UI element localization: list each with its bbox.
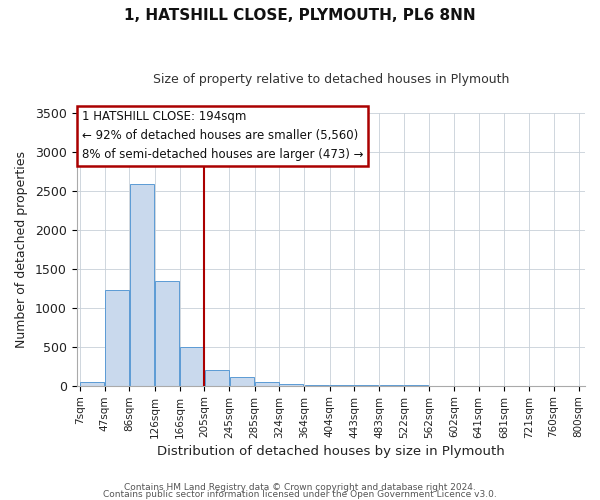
Bar	[205, 370, 229, 386]
Text: 1 HATSHILL CLOSE: 194sqm
← 92% of detached houses are smaller (5,560)
8% of semi: 1 HATSHILL CLOSE: 194sqm ← 92% of detach…	[82, 110, 363, 162]
Bar	[130, 184, 154, 386]
Text: Contains public sector information licensed under the Open Government Licence v3: Contains public sector information licen…	[103, 490, 497, 499]
Y-axis label: Number of detached properties: Number of detached properties	[15, 151, 28, 348]
Bar	[305, 384, 329, 386]
Bar	[80, 382, 104, 386]
Bar	[280, 384, 304, 386]
Bar	[180, 347, 204, 386]
Bar	[255, 382, 279, 386]
Bar	[155, 280, 179, 386]
Text: Contains HM Land Registry data © Crown copyright and database right 2024.: Contains HM Land Registry data © Crown c…	[124, 484, 476, 492]
Bar	[230, 377, 254, 386]
Bar	[105, 290, 129, 386]
Text: 1, HATSHILL CLOSE, PLYMOUTH, PL6 8NN: 1, HATSHILL CLOSE, PLYMOUTH, PL6 8NN	[124, 8, 476, 22]
Bar	[330, 385, 354, 386]
X-axis label: Distribution of detached houses by size in Plymouth: Distribution of detached houses by size …	[157, 444, 505, 458]
Title: Size of property relative to detached houses in Plymouth: Size of property relative to detached ho…	[152, 72, 509, 86]
